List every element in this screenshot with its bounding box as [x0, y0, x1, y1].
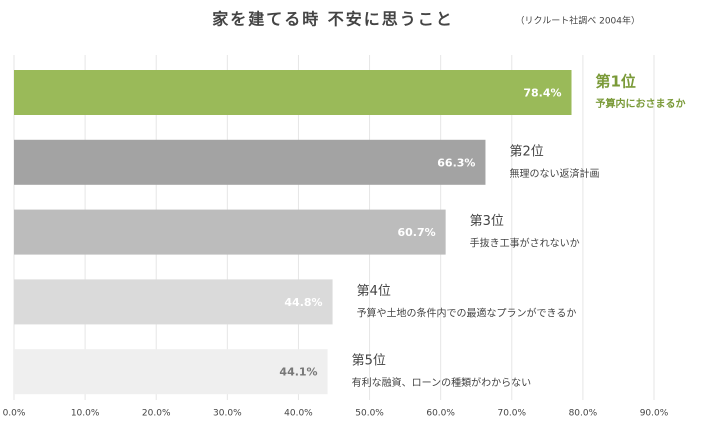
x-tick-label: 90.0%: [640, 409, 669, 419]
rank-label: 第5位: [352, 354, 386, 369]
category-label: 予算内におさまるか: [596, 97, 686, 110]
bar: [14, 139, 486, 185]
chart-title: 家を建てる時 不安に思うこと: [212, 10, 454, 29]
value-label: 44.1%: [279, 366, 317, 379]
value-label: 78.4%: [523, 87, 561, 100]
x-tick-label: 80.0%: [569, 409, 598, 419]
category-label: 有利な融資、ローンの種類がわからない: [352, 376, 531, 389]
value-label: 60.7%: [397, 226, 435, 239]
x-tick-label: 0.0%: [3, 409, 26, 419]
rank-label: 第3位: [470, 214, 504, 229]
value-label: 66.3%: [437, 156, 475, 169]
bar: [14, 70, 572, 115]
rank-label: 第1位: [596, 73, 636, 91]
x-tick-label: 70.0%: [497, 409, 526, 419]
x-tick-label: 60.0%: [426, 409, 455, 419]
chart-subtitle: （リクルート社調べ 2004年）: [516, 15, 641, 27]
x-tick-label: 30.0%: [213, 409, 242, 419]
value-label: 44.8%: [284, 296, 322, 309]
rank-label: 第4位: [357, 284, 391, 299]
x-tick-label: 10.0%: [71, 409, 100, 419]
x-tick-label: 40.0%: [284, 409, 313, 419]
rank-label: 第2位: [509, 144, 543, 159]
bar: [14, 279, 333, 325]
category-label: 予算や土地の条件内での最適なプランができるか: [357, 306, 577, 319]
category-label: 無理のない返済計画: [509, 167, 599, 180]
bar: [14, 209, 446, 255]
x-tick-label: 50.0%: [355, 409, 384, 419]
bar: [14, 349, 328, 395]
x-tick-label: 20.0%: [142, 409, 171, 419]
category-label: 手抜き工事がされないか: [470, 237, 580, 250]
